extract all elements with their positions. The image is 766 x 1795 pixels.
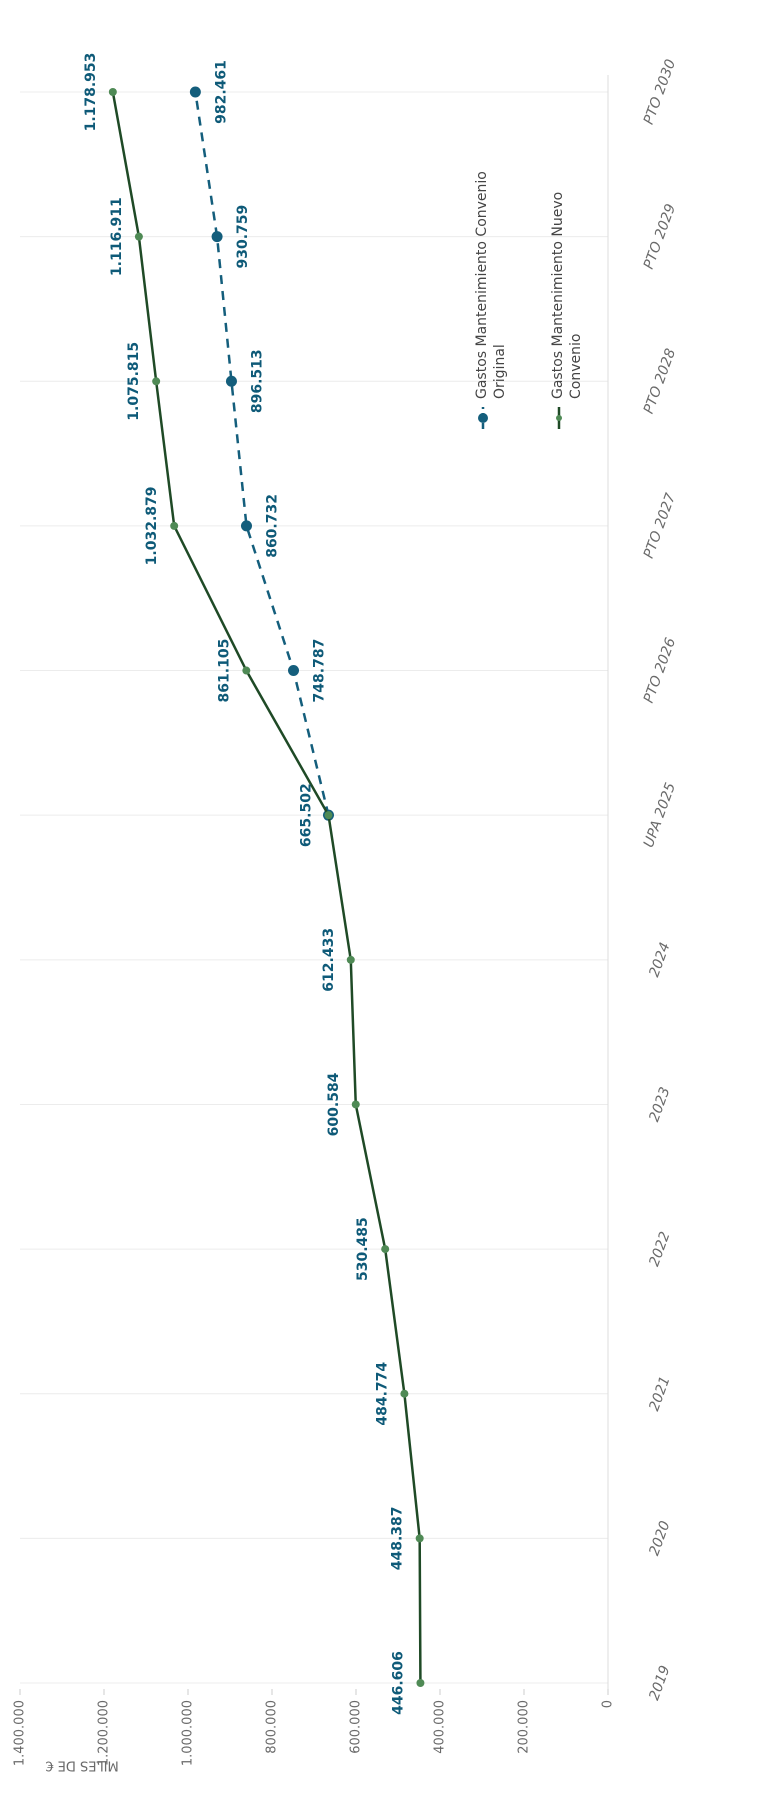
point [240, 520, 252, 532]
x-tick-label: 2021 [646, 1374, 673, 1413]
y-tick-label: 600.000 [349, 1700, 364, 1754]
point [346, 955, 355, 964]
series-line [111, 91, 422, 1684]
legend-label: Gastos Mantenimiento Nuevo Convenio [550, 191, 584, 399]
x-tick-label: 2019 [646, 1663, 673, 1702]
y-tick-label: 400.000 [433, 1700, 448, 1754]
point [400, 1389, 409, 1398]
x-tick-label: PTO 2029 [641, 202, 679, 272]
data-label: 1.075.815 [126, 342, 142, 421]
point [108, 88, 117, 96]
point [324, 811, 333, 820]
data-label: 530.485 [355, 1217, 371, 1281]
point [134, 232, 143, 241]
data-label: 748.787 [312, 639, 328, 703]
data-label: 982.461 [213, 60, 229, 124]
legend-item: Gastos Mantenimiento Convenio Original [474, 171, 508, 399]
y-tick-label: 1.400.000 [13, 1700, 28, 1766]
series-line [194, 91, 330, 816]
data-label: 665.502 [298, 783, 314, 847]
x-tick-label: PTO 2028 [641, 346, 679, 416]
point [381, 1245, 390, 1254]
point [152, 377, 161, 386]
point [225, 375, 237, 387]
point [170, 521, 179, 530]
y-tick-label: 0 [601, 1700, 616, 1708]
point [242, 666, 251, 675]
point [416, 1679, 425, 1687]
point [189, 86, 201, 98]
legend-marker [478, 413, 488, 423]
rotated-chart: MILES DE € 2019 2020 2021 2022 2023 2024 UPA 2… [13, 53, 680, 1773]
y-axis-title: MILES DE € [45, 1758, 119, 1773]
point [211, 231, 223, 243]
point [415, 1534, 424, 1543]
x-tick-label: 2024 [646, 940, 673, 979]
data-label: 1.032.879 [144, 486, 160, 565]
data-label: 1.116.911 [109, 197, 125, 276]
data-label: 446.606 [390, 1651, 406, 1715]
x-tick-label: PTO 2027 [641, 491, 679, 561]
data-label: 896.513 [249, 349, 265, 413]
x-tick-label: 2020 [646, 1519, 673, 1558]
y-tick-label: 1.200.000 [97, 1700, 112, 1766]
legend-label: Gastos Mantenimiento Convenio Original [474, 171, 508, 399]
data-label: 930.759 [235, 205, 251, 269]
data-label: 860.732 [264, 494, 280, 558]
point [288, 665, 300, 677]
x-tick-label: UPA 2025 [641, 781, 679, 850]
data-label: 861.105 [216, 639, 232, 703]
data-label: 484.774 [374, 1362, 390, 1426]
y-tick-label: 1.000.000 [181, 1700, 196, 1766]
data-label: 448.387 [390, 1506, 406, 1570]
x-tick-label: 2023 [646, 1085, 673, 1124]
point [351, 1100, 360, 1109]
x-tick-label: PTO 2026 [641, 636, 679, 706]
y-tick-label: 800.000 [265, 1700, 280, 1754]
data-label: 600.584 [326, 1072, 342, 1136]
data-label: 612.433 [321, 928, 337, 992]
legend-item: Gastos Mantenimiento Nuevo Convenio [550, 191, 584, 399]
x-tick-label: 2022 [646, 1230, 673, 1269]
data-label: 1.178.953 [83, 53, 99, 132]
legend-marker [556, 415, 562, 421]
y-tick-label: 200.000 [517, 1700, 532, 1754]
x-tick-label: PTO 2030 [641, 57, 679, 127]
